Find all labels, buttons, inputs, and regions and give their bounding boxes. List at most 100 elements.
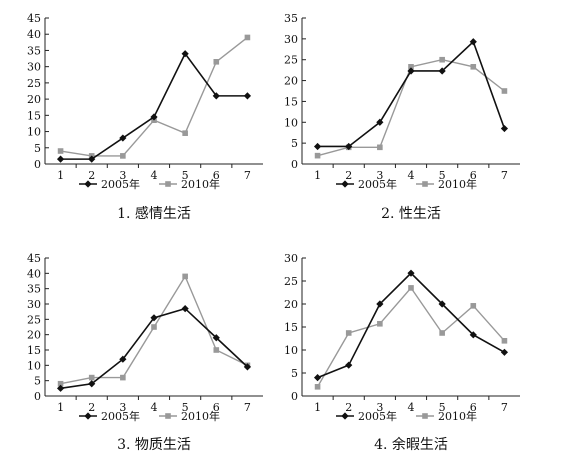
y-tick-label: 45 xyxy=(27,252,41,265)
data-point xyxy=(377,144,383,151)
data-point xyxy=(150,314,158,322)
y-tick-label: 5 xyxy=(291,367,298,380)
data-point xyxy=(470,64,477,70)
data-point xyxy=(120,374,126,381)
data-point xyxy=(212,334,220,342)
legend-marker xyxy=(341,180,349,188)
data-point xyxy=(470,303,477,309)
y-tick-label: 0 xyxy=(34,158,41,171)
y-tick-label: 30 xyxy=(284,252,298,265)
x-tick-label: 5 xyxy=(182,401,189,414)
y-tick-label: 30 xyxy=(284,33,298,46)
legend-label: 2005年 xyxy=(101,177,140,191)
data-point xyxy=(500,348,509,356)
legend-marker xyxy=(341,412,349,420)
data-point xyxy=(376,118,384,126)
panel-caption: 1. 感情生活 xyxy=(117,205,191,222)
x-tick-label: 1 xyxy=(314,401,321,414)
y-tick-label: 20 xyxy=(284,298,298,311)
data-point xyxy=(500,124,509,133)
y-tick-label: 10 xyxy=(284,116,298,129)
y-tick-label: 20 xyxy=(284,75,298,88)
y-tick-label: 30 xyxy=(27,61,41,74)
legend-label: 2010年 xyxy=(181,177,220,191)
data-point xyxy=(376,300,384,308)
data-point xyxy=(345,361,353,369)
y-tick-label: 15 xyxy=(284,321,298,334)
data-point xyxy=(438,300,446,308)
data-point xyxy=(181,305,189,313)
y-tick-label: 5 xyxy=(34,375,41,388)
x-tick-label: 7 xyxy=(244,169,251,182)
data-point xyxy=(88,374,95,381)
y-tick-label: 45 xyxy=(27,12,41,25)
y-tick-label: 35 xyxy=(27,44,41,57)
legend-marker xyxy=(165,413,171,419)
data-point xyxy=(345,142,353,151)
x-tick-label: 6 xyxy=(470,401,477,414)
y-tick-label: 35 xyxy=(27,283,41,296)
data-point xyxy=(439,56,445,63)
x-tick-label: 1 xyxy=(57,169,64,182)
y-tick-label: 15 xyxy=(27,109,41,122)
y-tick-label: 15 xyxy=(284,95,298,108)
legend-marker xyxy=(165,181,171,187)
data-point xyxy=(213,59,220,65)
data-point xyxy=(150,113,158,121)
y-tick-label: 35 xyxy=(284,12,298,25)
data-point xyxy=(377,320,383,327)
chart-panel-2: 0 5 10 15 20 25 30 35 1 2 3 4 5 6 7 2005年 2010年 2. 性生活 xyxy=(284,12,520,222)
data-point xyxy=(345,330,352,336)
x-tick-label: 2 xyxy=(88,401,95,414)
y-tick-label: 5 xyxy=(291,137,298,150)
x-tick-label: 3 xyxy=(376,169,383,182)
x-tick-label: 4 xyxy=(151,401,158,414)
data-point xyxy=(151,324,157,330)
y-tick-label: 25 xyxy=(27,77,41,90)
y-tick-label: 15 xyxy=(27,344,41,357)
data-point xyxy=(438,67,446,75)
x-tick-label: 3 xyxy=(119,169,126,182)
data-point xyxy=(314,384,321,390)
data-point xyxy=(408,64,414,70)
y-tick-label: 25 xyxy=(27,313,41,326)
series-line-2005 xyxy=(317,40,506,148)
data-point xyxy=(469,331,477,339)
y-tick-label: 30 xyxy=(27,298,41,311)
legend: 2005年 2010年 xyxy=(336,409,477,423)
x-tick-label: 5 xyxy=(439,401,446,414)
data-point xyxy=(182,130,188,136)
data-point xyxy=(243,92,252,100)
y-tick-label: 10 xyxy=(27,359,41,372)
data-point xyxy=(120,153,126,159)
legend-marker xyxy=(84,180,92,188)
y-tick-label: 10 xyxy=(284,344,298,357)
data-point xyxy=(407,67,415,75)
series-line-2010 xyxy=(60,274,248,385)
data-point xyxy=(313,374,322,382)
x-tick-label: 4 xyxy=(408,169,415,182)
data-point xyxy=(88,155,96,163)
x-tick-label: 5 xyxy=(182,169,189,182)
data-point xyxy=(181,50,189,58)
y-tick-label: 25 xyxy=(284,54,298,67)
x-tick-label: 1 xyxy=(314,169,321,182)
legend: 2005年 2010年 xyxy=(336,177,477,191)
panel-caption: 3. 物质生活 xyxy=(117,437,191,453)
data-point xyxy=(119,355,127,363)
y-tick-label: 0 xyxy=(291,390,298,403)
x-tick-label: 7 xyxy=(501,401,508,414)
y-tick-label: 40 xyxy=(27,267,41,280)
x-tick-label: 6 xyxy=(470,169,477,182)
data-point xyxy=(244,34,251,41)
x-tick-label: 5 xyxy=(439,169,446,182)
legend-label: 2005年 xyxy=(358,177,397,191)
data-point xyxy=(469,38,477,46)
x-tick-label: 4 xyxy=(151,169,158,182)
x-tick-label: 6 xyxy=(213,169,220,182)
data-point xyxy=(88,380,96,388)
data-point xyxy=(501,88,508,94)
data-point xyxy=(243,363,252,371)
